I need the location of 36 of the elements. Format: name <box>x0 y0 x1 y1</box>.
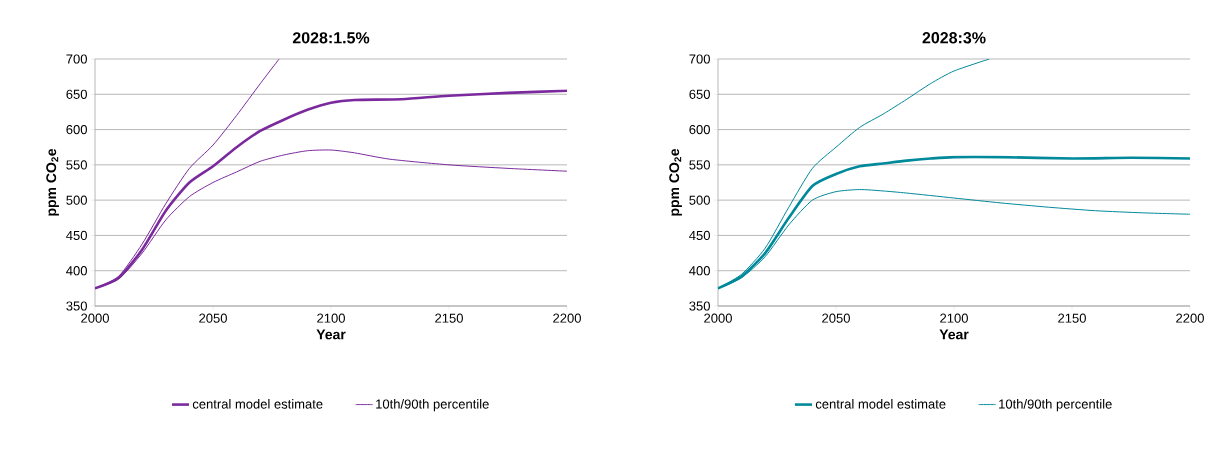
x-tick-label: 2000 <box>81 313 109 323</box>
y-tick-label: 350 <box>689 301 710 311</box>
y-tick-label: 700 <box>66 54 87 64</box>
x-tick-label: 2150 <box>435 313 463 323</box>
chart-title: 2028:1.5% <box>292 32 370 44</box>
y-tick-label: 550 <box>689 160 710 170</box>
legend-label: 10th/90th percentile <box>999 399 1112 412</box>
y-axis-title: ppm CO$_{2}$e <box>669 148 682 216</box>
x-tick-label: 2050 <box>822 313 850 323</box>
y-tick-label: 350 <box>66 301 87 311</box>
y-tick-label: 650 <box>66 89 87 99</box>
y-tick-label: 500 <box>66 195 87 205</box>
y-tick-label: 450 <box>66 230 87 241</box>
y-tick-label: 600 <box>689 124 710 135</box>
y-tick-label: 700 <box>689 54 710 64</box>
legend-label: 10th/90th percentile <box>376 399 489 412</box>
y-tick-label: 600 <box>66 124 87 135</box>
y-tick-label: 400 <box>66 266 87 276</box>
x-tick-label: 2000 <box>704 313 732 323</box>
x-tick-label: 2100 <box>940 313 968 323</box>
y-tick-label: 500 <box>689 195 710 205</box>
x-tick-label: 2050 <box>199 313 227 323</box>
x-tick-label: 2150 <box>1058 313 1086 323</box>
legend-label: central model estimate <box>192 399 323 409</box>
y-tick-label: 650 <box>689 89 710 99</box>
x-axis-title: Year <box>939 329 969 340</box>
legend-label: central model estimate <box>815 399 946 409</box>
x-tick-label: 2200 <box>553 313 581 323</box>
y-tick-label: 550 <box>66 160 87 170</box>
y-tick-label: 450 <box>689 230 710 241</box>
y-axis-title: ppm CO$_{2}$e <box>46 148 59 216</box>
x-axis-title: Year <box>316 329 346 340</box>
y-tick-label: 400 <box>689 266 710 276</box>
chart-title: 2028:3% <box>922 32 986 44</box>
x-tick-label: 2200 <box>1176 313 1204 323</box>
x-tick-label: 2100 <box>317 313 345 323</box>
